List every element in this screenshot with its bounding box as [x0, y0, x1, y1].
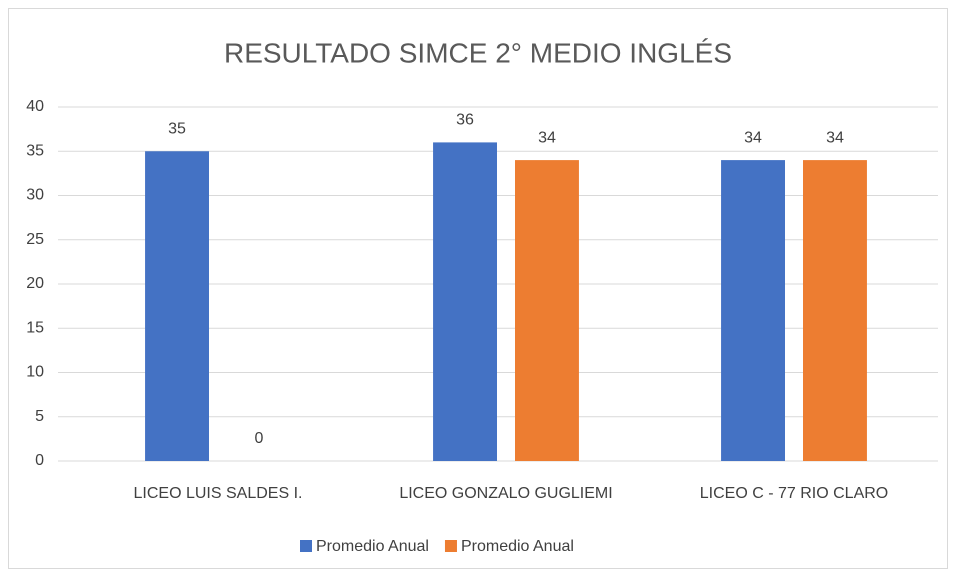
- data-label: 35: [168, 120, 186, 137]
- legend-label: Promedio Anual: [316, 538, 429, 555]
- y-tick-label: 0: [35, 452, 44, 469]
- legend-label: Promedio Anual: [461, 538, 574, 555]
- y-tick-label: 5: [35, 408, 44, 425]
- y-tick-label: 30: [26, 187, 44, 204]
- y-tick-label: 15: [26, 319, 44, 336]
- legend-swatch: [300, 540, 312, 552]
- y-tick-label: 25: [26, 231, 44, 248]
- bar: [433, 142, 497, 461]
- y-tick-label: 35: [26, 142, 44, 159]
- data-label: 34: [538, 129, 556, 146]
- data-label: 0: [255, 430, 264, 447]
- data-label: 34: [744, 129, 762, 146]
- x-tick-label: LICEO LUIS SALDES I.: [134, 485, 303, 502]
- bar: [515, 160, 579, 461]
- y-tick-label: 40: [26, 98, 44, 115]
- x-tick-label: LICEO C - 77 RIO CLARO: [700, 485, 889, 502]
- legend-swatch: [444, 540, 457, 552]
- y-tick-label: 10: [26, 364, 44, 381]
- data-label: 36: [456, 112, 474, 129]
- chart-title: RESULTADO SIMCE 2° MEDIO INGLÉS: [224, 37, 732, 68]
- x-tick-label: LICEO GONZALO GUGLIEMI: [399, 485, 612, 502]
- data-label: 34: [826, 129, 844, 146]
- bar: [145, 151, 209, 461]
- bar: [721, 160, 785, 461]
- y-tick-label: 20: [26, 275, 44, 292]
- bar: [803, 160, 867, 461]
